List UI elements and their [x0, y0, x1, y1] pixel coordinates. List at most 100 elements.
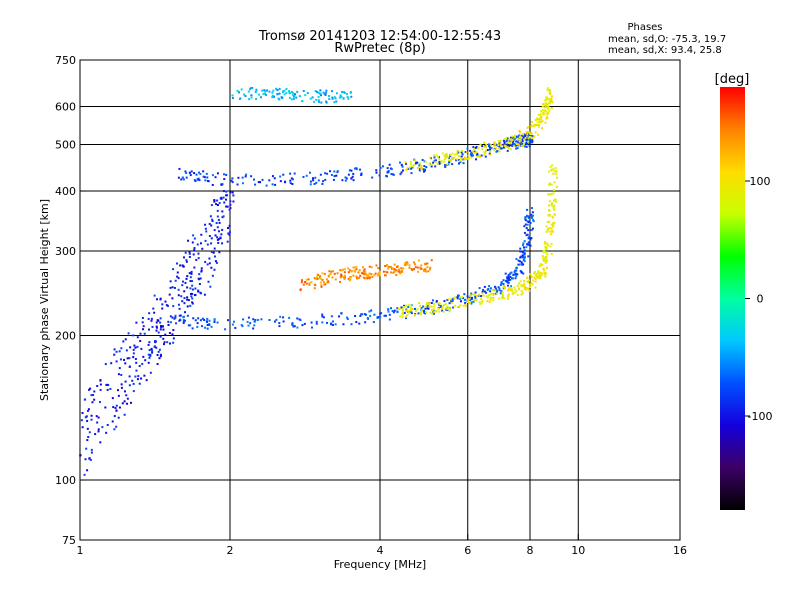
- data-point: [216, 215, 219, 218]
- data-point: [422, 309, 425, 312]
- data-point: [166, 304, 169, 307]
- data-point: [451, 299, 454, 302]
- data-point: [159, 328, 162, 331]
- data-point: [242, 318, 245, 321]
- data-point: [228, 233, 231, 236]
- data-point: [451, 306, 454, 309]
- data-point: [206, 263, 209, 266]
- data-point: [155, 346, 158, 349]
- data-point: [272, 89, 275, 92]
- data-point: [155, 329, 158, 332]
- data-point: [199, 277, 202, 280]
- data-point: [526, 133, 529, 136]
- data-point: [221, 216, 224, 219]
- data-point: [499, 143, 502, 146]
- data-point: [502, 146, 505, 149]
- data-point: [526, 276, 529, 279]
- data-point: [129, 401, 132, 404]
- data-point: [192, 317, 195, 320]
- data-point: [113, 353, 116, 356]
- data-point: [223, 201, 226, 204]
- data-point: [213, 229, 216, 232]
- data-point: [319, 275, 322, 278]
- data-point: [537, 272, 540, 275]
- data-point: [420, 307, 423, 310]
- data-point: [443, 158, 446, 161]
- data-point: [106, 388, 109, 391]
- data-point: [221, 242, 224, 245]
- data-point: [328, 98, 331, 101]
- data-point: [450, 159, 453, 162]
- data-point: [296, 90, 299, 93]
- data-point: [548, 204, 551, 207]
- data-point: [210, 325, 213, 328]
- data-point: [511, 135, 514, 138]
- data-point: [523, 249, 526, 252]
- data-point: [472, 300, 475, 303]
- data-point: [211, 274, 214, 277]
- data-point: [548, 220, 551, 223]
- data-point: [459, 300, 462, 303]
- data-point: [438, 162, 441, 165]
- data-point: [532, 279, 535, 282]
- data-point: [208, 222, 211, 225]
- data-point: [496, 292, 499, 295]
- data-point: [512, 136, 515, 139]
- data-point: [407, 304, 410, 307]
- data-point: [217, 238, 220, 241]
- data-point: [253, 178, 256, 181]
- data-point: [197, 277, 200, 280]
- data-point: [442, 310, 445, 313]
- data-point: [419, 304, 422, 307]
- data-point: [248, 98, 251, 101]
- data-point: [254, 318, 257, 321]
- data-point: [537, 133, 540, 136]
- data-point: [407, 309, 410, 312]
- data-point: [498, 143, 501, 146]
- data-point: [470, 152, 473, 155]
- data-point: [167, 320, 170, 323]
- data-point: [249, 322, 252, 325]
- data-point: [410, 268, 413, 271]
- data-point: [529, 283, 532, 286]
- data-point: [548, 200, 551, 203]
- data-point: [162, 328, 165, 331]
- data-point: [429, 266, 432, 269]
- data-point: [300, 281, 303, 284]
- data-point: [425, 166, 428, 169]
- data-point: [424, 263, 427, 266]
- data-point: [479, 303, 482, 306]
- data-point: [502, 139, 505, 142]
- data-point: [220, 196, 223, 199]
- data-point: [368, 272, 371, 275]
- data-point: [211, 183, 214, 186]
- data-point: [331, 97, 334, 100]
- data-point: [347, 173, 350, 176]
- y-tick-label: 400: [55, 185, 76, 198]
- data-point: [192, 253, 195, 256]
- data-point: [523, 288, 526, 291]
- data-point: [503, 140, 506, 143]
- data-point: [517, 141, 520, 144]
- data-point: [291, 178, 294, 181]
- data-point: [446, 156, 449, 159]
- data-point: [395, 265, 398, 268]
- data-point: [364, 270, 367, 273]
- data-point: [142, 325, 145, 328]
- data-point: [163, 341, 166, 344]
- data-point: [537, 271, 540, 274]
- data-point: [527, 229, 530, 232]
- data-point: [293, 94, 296, 97]
- data-point: [168, 293, 171, 296]
- data-point: [441, 152, 444, 155]
- data-point: [410, 312, 413, 315]
- data-point: [247, 316, 250, 319]
- data-point: [115, 360, 118, 363]
- data-point: [359, 168, 362, 171]
- data-point: [192, 234, 195, 237]
- data-point: [400, 306, 403, 309]
- data-point: [537, 275, 540, 278]
- data-point: [325, 278, 328, 281]
- data-point: [404, 309, 407, 312]
- data-point: [316, 276, 319, 279]
